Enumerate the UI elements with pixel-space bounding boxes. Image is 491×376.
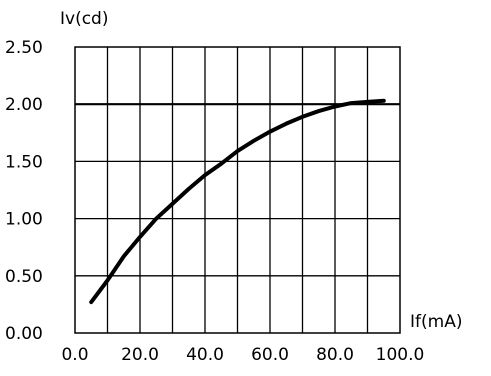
y-tick-label: 2.50	[5, 38, 43, 58]
x-tick-label: 80.0	[316, 345, 354, 365]
x-tick-label: 100.0	[376, 345, 425, 365]
x-tick-label: 20.0	[121, 345, 159, 365]
x-tick-label: 60.0	[251, 345, 289, 365]
y-tick-label: 0.50	[5, 267, 43, 287]
y-tick-label: 0.00	[5, 324, 43, 344]
y-tick-label: 1.50	[5, 152, 43, 172]
x-tick-label: 0.0	[61, 345, 88, 365]
y-tick-labels: 0.00 0.50 1.00 1.50 2.00 2.50	[5, 38, 43, 344]
y-axis-label: Iv(cd)	[60, 9, 108, 29]
x-axis-label: If(mA)	[410, 312, 462, 332]
y-tick-label: 1.00	[5, 210, 43, 230]
y-tick-label: 2.00	[5, 95, 43, 115]
x-tick-label: 40.0	[186, 345, 224, 365]
x-tick-labels: 0.0 20.0 40.0 60.0 80.0 100.0	[61, 345, 424, 365]
plot-frame	[74, 46, 401, 334]
series-line	[89, 98, 386, 305]
grid	[75, 47, 400, 333]
